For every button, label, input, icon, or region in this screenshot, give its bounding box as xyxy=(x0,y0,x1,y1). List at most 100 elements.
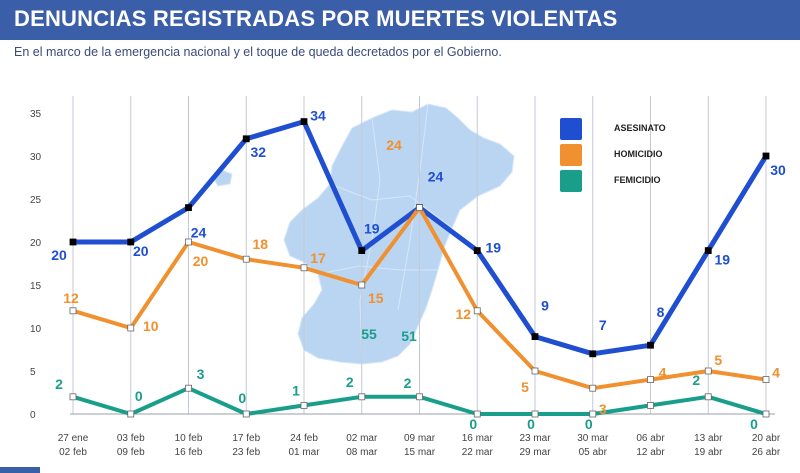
x-tick-label: 03 feb xyxy=(117,433,145,444)
x-tick-label: 08 mar xyxy=(346,447,378,458)
data-point-asesinato xyxy=(185,204,192,212)
map-value-label: 55 xyxy=(361,326,377,342)
data-point-femicidio xyxy=(647,401,654,409)
data-label-femicidio: 1 xyxy=(292,382,300,398)
x-tick-label: 19 abr xyxy=(694,447,723,458)
y-tick-label: 15 xyxy=(30,281,42,292)
data-label-asesinato: 19 xyxy=(485,240,501,256)
map-value-label: 51 xyxy=(401,328,417,344)
x-tick-label: 15 mar xyxy=(404,447,436,458)
x-tick-label: 16 feb xyxy=(175,447,203,458)
data-point-asesinato xyxy=(531,333,539,341)
y-tick-label: 30 xyxy=(30,152,42,163)
data-label-homicidio: 4 xyxy=(772,365,780,381)
data-point-homicidio xyxy=(473,307,481,315)
data-point-asesinato xyxy=(242,135,250,143)
data-label-homicidio: 18 xyxy=(252,236,268,252)
data-label-asesinato: 34 xyxy=(310,108,326,124)
chart-data-labels: 20 20243234192419978193012102018171512534… xyxy=(51,108,786,432)
data-label-asesinato: 20 xyxy=(51,247,67,263)
x-tick-label: 13 abr xyxy=(694,433,723,444)
data-point-homicidio xyxy=(185,238,192,246)
chart-grid xyxy=(72,96,767,414)
data-label-asesinato: 24 xyxy=(428,169,444,185)
data-label-homicidio: 12 xyxy=(63,290,79,306)
data-point-femicidio xyxy=(69,393,77,401)
data-point-femicidio xyxy=(358,393,366,401)
data-point-femicidio xyxy=(242,410,250,418)
x-tick-label: 01 mar xyxy=(288,447,320,458)
data-label-asesinato: 24 xyxy=(191,225,207,241)
x-tick-label: 20 abr xyxy=(752,433,781,444)
legend-swatch xyxy=(560,118,582,140)
data-label-asesinato: 19 xyxy=(364,221,380,237)
legend-swatch xyxy=(560,170,582,192)
header-bar xyxy=(0,0,800,40)
data-point-homicidio xyxy=(358,281,366,289)
data-point-asesinato xyxy=(127,238,135,246)
data-point-femicidio xyxy=(473,410,481,418)
data-label-homicidio: 15 xyxy=(368,290,384,306)
data-label-femicidio: 0 xyxy=(135,388,143,404)
data-point-femicidio xyxy=(704,393,712,401)
data-label-femicidio: 0 xyxy=(527,416,535,432)
x-tick-label: 22 mar xyxy=(462,447,494,458)
bottom-accent-bar xyxy=(0,467,40,473)
data-point-asesinato xyxy=(358,247,366,255)
x-tick-label: 12 abr xyxy=(636,447,665,458)
x-tick-label: 23 feb xyxy=(232,447,260,458)
data-label-femicidio: 3 xyxy=(197,366,205,382)
data-label-homicidio: 12 xyxy=(455,306,471,322)
data-label-asesinato: 32 xyxy=(250,144,266,160)
data-label-femicidio: 2 xyxy=(404,375,412,391)
y-tick-label: 5 xyxy=(30,367,36,378)
data-label-homicidio: 3 xyxy=(599,401,607,417)
map-labels: 24 55 51 xyxy=(361,137,417,344)
x-tick-label: 26 abr xyxy=(752,447,781,458)
data-point-homicidio xyxy=(416,204,423,212)
map-value-label: 24 xyxy=(386,137,402,153)
x-tick-label: 23 mar xyxy=(519,433,551,444)
data-point-asesinato xyxy=(69,238,77,246)
data-point-femicidio xyxy=(300,401,308,409)
data-point-homicidio xyxy=(647,376,654,384)
data-label-homicidio: 4 xyxy=(659,365,667,381)
y-tick-label: 0 xyxy=(30,410,36,421)
data-point-asesinato xyxy=(762,152,770,160)
data-label-asesinato: 19 xyxy=(714,252,730,268)
y-tick-label: 35 xyxy=(30,109,42,120)
x-tick-label: 09 mar xyxy=(404,433,436,444)
data-point-homicidio xyxy=(762,376,770,384)
legend-item-homicidio: HOMICIDIO xyxy=(560,144,700,170)
data-label-femicidio: 0 xyxy=(750,416,758,432)
y-tick-label: 25 xyxy=(30,195,42,206)
data-point-asesinato xyxy=(473,247,481,255)
x-tick-label: 05 abr xyxy=(579,447,608,458)
data-point-asesinato xyxy=(589,350,597,358)
data-point-homicidio xyxy=(69,307,77,315)
legend-label: ASESINATO xyxy=(614,123,666,133)
data-label-homicidio: 5 xyxy=(521,379,529,395)
chart-series xyxy=(69,118,770,418)
x-tick-label: 24 feb xyxy=(290,433,318,444)
data-point-femicidio xyxy=(127,410,135,418)
x-tick-label: 06 abr xyxy=(636,433,665,444)
data-label-asesinato: 20 xyxy=(133,243,149,259)
x-tick-label: 02 feb xyxy=(59,447,87,458)
legend-label: HOMICIDIO xyxy=(614,149,663,159)
y-tick-label: 20 xyxy=(30,238,42,249)
data-point-homicidio xyxy=(531,367,539,375)
data-label-homicidio: 17 xyxy=(310,250,326,266)
x-tick-label: 02 mar xyxy=(346,433,378,444)
y-tick-label: 10 xyxy=(30,324,42,335)
x-tick-label: 29 mar xyxy=(519,447,551,458)
data-point-asesinato xyxy=(647,341,654,349)
map-province-line xyxy=(397,103,429,311)
x-tick-label: 30 mar xyxy=(577,433,609,444)
data-label-homicidio: 10 xyxy=(143,318,159,334)
x-tick-label: 16 mar xyxy=(462,433,494,444)
page-subtitle: En el marco de la emergencia nacional y … xyxy=(14,45,502,59)
legend-label: FEMICIDIO xyxy=(614,175,661,185)
legend-swatch xyxy=(560,144,582,166)
